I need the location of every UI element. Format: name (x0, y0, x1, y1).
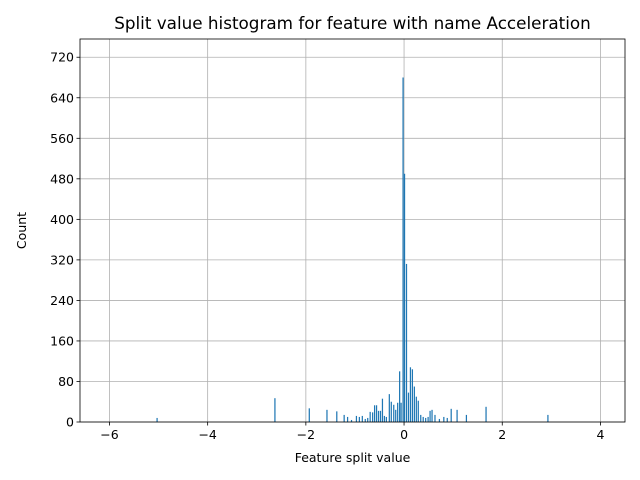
histogram-bars (156, 77, 549, 422)
histogram-bar (434, 414, 436, 422)
y-tick-label: 160 (50, 333, 74, 348)
y-tick-label: 480 (50, 171, 74, 186)
histogram-bar (355, 415, 358, 422)
y-tick-label: 80 (58, 374, 74, 389)
histogram-bar (156, 417, 158, 422)
axes-frame (79, 38, 626, 423)
histogram-bar (402, 77, 404, 422)
histogram-bar (381, 398, 384, 422)
histogram-bar (373, 405, 376, 422)
x-tick-label: −6 (100, 427, 118, 442)
histogram-bar (413, 386, 415, 422)
y-tick-label: 320 (50, 252, 74, 267)
chart-title: Split value histogram for feature with n… (114, 13, 591, 33)
x-tick-label: −4 (198, 427, 216, 442)
x-tick-label: 4 (596, 427, 604, 442)
histogram-bar (346, 416, 349, 422)
histogram-bar (417, 400, 419, 422)
histogram-bar (336, 411, 338, 422)
x-tick-label: 0 (400, 427, 408, 442)
histogram-bar (420, 414, 422, 422)
histogram-bar (379, 410, 382, 422)
histogram-bar (343, 414, 345, 422)
histogram-bar (377, 410, 380, 422)
histogram-bar (372, 412, 374, 422)
histogram-bar (388, 394, 390, 422)
histogram-bar (395, 409, 397, 422)
histogram-bar (438, 418, 441, 422)
histogram-bar (369, 411, 371, 422)
y-tick-label: 640 (50, 90, 74, 105)
histogram-bar (485, 406, 487, 422)
histogram-bar (415, 396, 417, 422)
histogram-bar (407, 392, 410, 422)
histogram-bar (364, 418, 366, 422)
histogram-bar (422, 416, 424, 422)
histogram-bar (427, 416, 429, 422)
histogram-bar (431, 409, 433, 422)
x-tick-label: −2 (297, 427, 315, 442)
histogram-bar (399, 371, 401, 422)
y-tick-label: 560 (50, 131, 74, 146)
plot-area (80, 39, 625, 422)
histogram-bar (308, 408, 310, 422)
histogram-bar (358, 416, 360, 422)
histogram-bar (405, 263, 408, 422)
x-tick-label: 2 (498, 427, 506, 442)
histogram-bar (456, 409, 458, 422)
histogram-bar (375, 405, 378, 422)
histogram-bar (274, 398, 276, 422)
histogram-bar (425, 417, 427, 422)
histogram-bar (361, 415, 363, 422)
histogram-bar (326, 409, 328, 422)
histogram-bar (400, 402, 402, 422)
histogram-bar (383, 415, 386, 422)
histogram-bar (429, 410, 431, 422)
grid-lines (80, 39, 625, 423)
histogram-bar (450, 408, 452, 422)
histogram-bar (397, 402, 399, 422)
histogram-bar (465, 414, 468, 422)
histogram-bar (409, 367, 412, 422)
y-tick-label: 0 (66, 415, 74, 430)
histogram-bar (446, 417, 448, 422)
histogram-bar (390, 401, 392, 422)
histogram-bar (443, 416, 445, 422)
y-axis-label: Count (14, 212, 29, 249)
x-axis-label: Feature split value (295, 450, 411, 465)
y-tick-label: 400 (50, 212, 74, 227)
histogram-bar (547, 414, 549, 422)
histogram-bar (393, 404, 395, 422)
histogram-bar (385, 416, 387, 422)
histogram-bar (403, 173, 406, 422)
histogram-bar (350, 419, 353, 422)
y-tick-label: 240 (50, 293, 74, 308)
histogram-bar (367, 417, 369, 422)
y-tick-label: 720 (50, 50, 74, 65)
histogram-bar (411, 369, 414, 422)
